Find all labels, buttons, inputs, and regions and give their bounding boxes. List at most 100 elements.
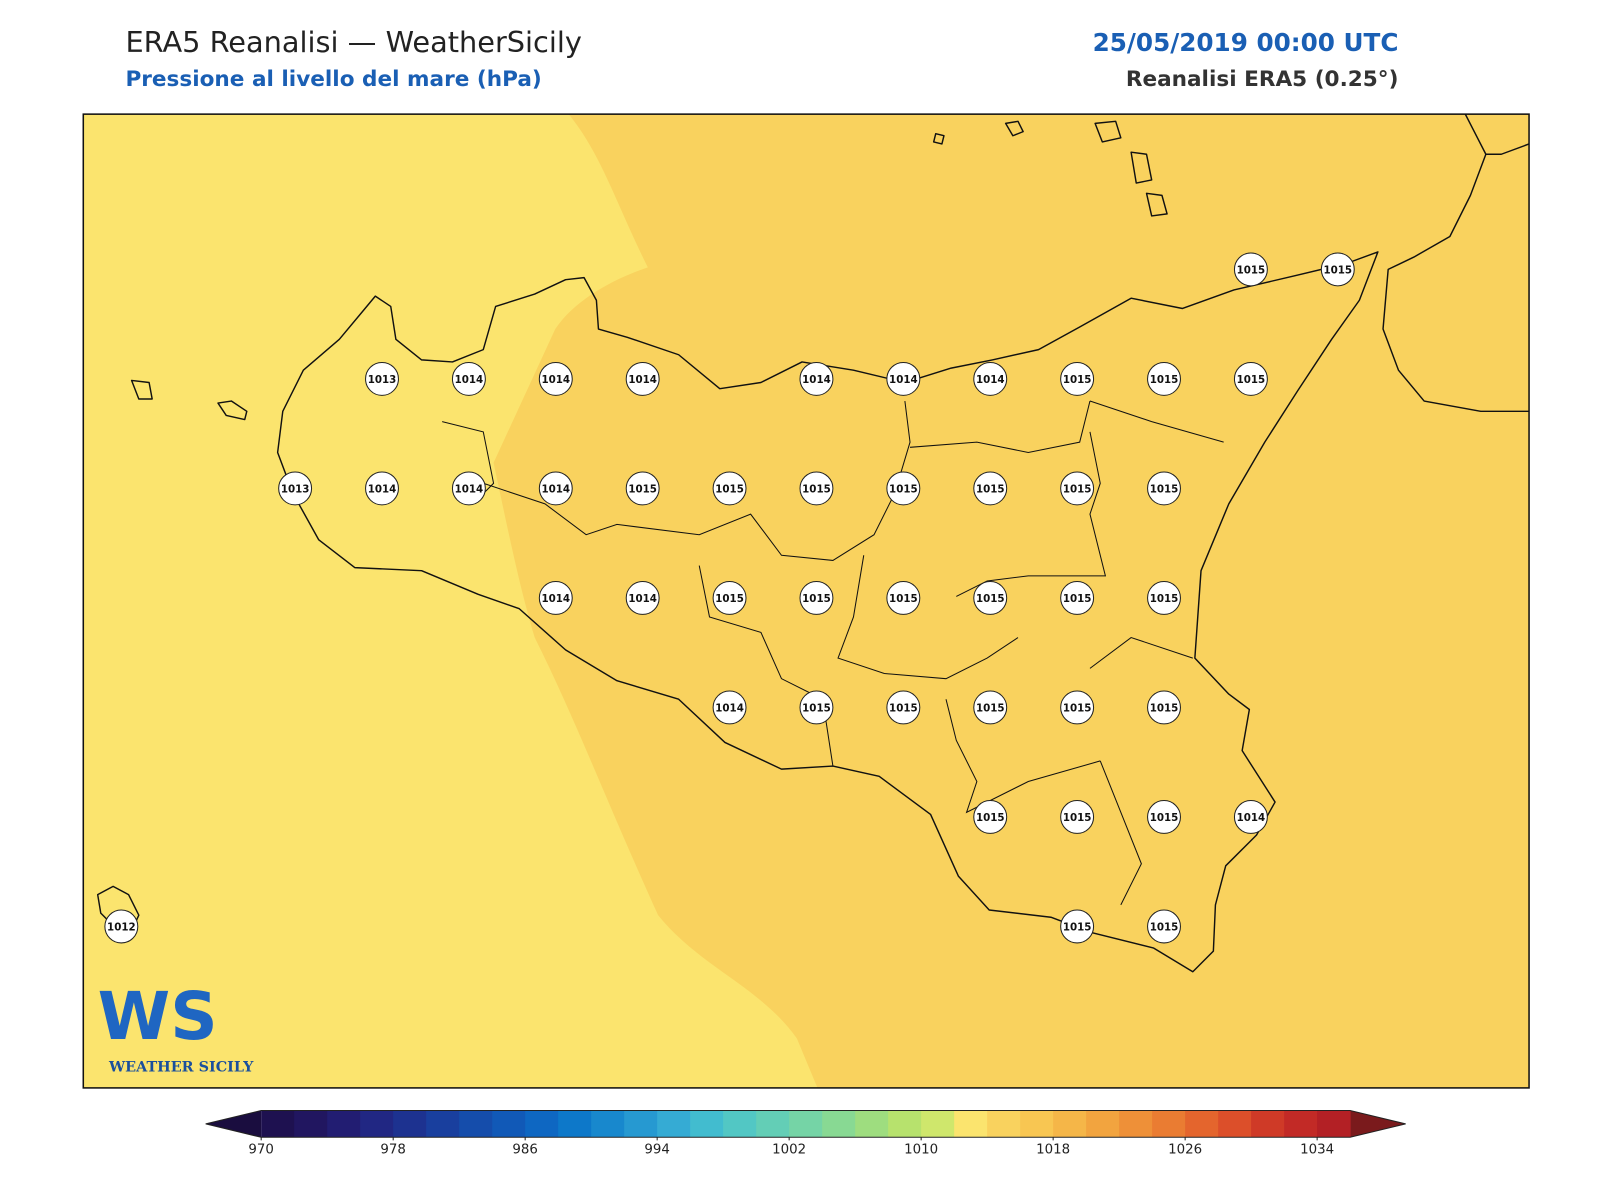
station-marker: [104, 909, 139, 944]
colorbar-segment: [624, 1110, 658, 1138]
station-value: 1015: [1150, 812, 1179, 824]
source: Reanalisi ERA5 (0.25°): [1126, 67, 1399, 92]
station-marker: [1233, 800, 1268, 834]
coastline: [1382, 113, 1530, 413]
station-value: 1014: [541, 483, 570, 495]
station-marker: [973, 690, 1008, 725]
colorbar-tick-label: 1002: [772, 1143, 806, 1158]
station-marker: [278, 471, 313, 506]
logo: WS WEATHER SICILY: [98, 978, 254, 1075]
station-marker: [1147, 361, 1181, 396]
colorbar-segment: [294, 1110, 328, 1138]
station-value: 1014: [541, 593, 570, 605]
station-value: 1014: [715, 702, 744, 714]
station-value: 1014: [368, 483, 397, 495]
station-marker: [365, 471, 399, 506]
colorbar-segment: [1152, 1110, 1186, 1138]
station-marker: [886, 361, 921, 396]
station-value: 1014: [628, 593, 657, 605]
station-marker: [538, 361, 573, 396]
station-marker: [1060, 800, 1095, 834]
station-value: 1015: [802, 593, 831, 605]
logo-mark: WS: [98, 978, 218, 1055]
colorbar-tick-label: 1034: [1300, 1143, 1334, 1158]
map-frame: [82, 113, 1530, 1089]
colorbar-over: [1350, 1110, 1406, 1138]
station-value: 1014: [1237, 812, 1266, 824]
colorbar-segment: [426, 1110, 460, 1138]
station-value: 1015: [1150, 483, 1179, 495]
station-marker: [1233, 252, 1268, 287]
station-marker: [365, 361, 399, 396]
colorbar-segment: [888, 1110, 922, 1138]
station-value: 1015: [1324, 264, 1353, 276]
station-marker: [1320, 252, 1355, 287]
subtitle: Pressione al livello del mare (hPa): [125, 67, 541, 92]
station-value: 1015: [976, 812, 1005, 824]
station-marker: [625, 580, 660, 615]
station-marker: [451, 361, 486, 396]
station-value: 1015: [1063, 374, 1092, 386]
logo-name: WEATHER SICILY: [108, 1058, 254, 1075]
colorbar-segment: [591, 1110, 625, 1138]
colorbar-segment: [822, 1110, 856, 1138]
colorbar-segment: [954, 1110, 988, 1138]
colorbar-segment: [459, 1110, 493, 1138]
station-marker: [973, 800, 1008, 834]
colorbar-segment: [756, 1110, 790, 1138]
station-value: 1013: [281, 483, 310, 495]
station-value: 1015: [715, 483, 744, 495]
station-marker: [538, 580, 573, 615]
colorbar-tick-label: 986: [512, 1143, 538, 1158]
station-value: 1015: [802, 702, 831, 714]
colorbar-segment: [789, 1110, 823, 1138]
colorbar-segment: [492, 1110, 526, 1138]
station-value: 1015: [1237, 374, 1266, 386]
station-marker: [799, 580, 834, 615]
station-marker: [973, 361, 1008, 396]
station-value: 1015: [1237, 264, 1266, 276]
station-value: 1015: [1150, 922, 1179, 934]
station-marker: [451, 471, 486, 506]
colorbar-segment: [690, 1110, 724, 1138]
station-value: 1015: [976, 702, 1005, 714]
station-marker: [1147, 471, 1181, 506]
station-value: 1014: [976, 374, 1005, 386]
datetime: 25/05/2019 00:00 UTC: [1093, 28, 1399, 57]
colorbar-segment: [1284, 1110, 1318, 1138]
station-value: 1014: [628, 374, 657, 386]
station-marker: [1147, 800, 1181, 834]
station-marker: [973, 580, 1008, 615]
station-marker: [886, 690, 921, 725]
station-marker: [1147, 690, 1181, 725]
colorbar-tick-label: 970: [248, 1143, 274, 1158]
station-marker: [1147, 580, 1181, 615]
station-value: 1015: [802, 483, 831, 495]
station-value: 1014: [455, 374, 484, 386]
station-value: 1015: [1063, 593, 1092, 605]
station-value: 1015: [1150, 702, 1179, 714]
colorbar-segment: [1251, 1110, 1285, 1138]
station-layer: 1015 1015 1013 1014 1014 1014 1014 1014 1014 1015…: [104, 252, 1355, 944]
colorbar-segment: [1317, 1110, 1351, 1138]
pressure-band: [83, 114, 818, 1088]
colorbar-segment: [327, 1110, 361, 1138]
colorbar-segment: [525, 1110, 559, 1138]
station-marker: [712, 471, 747, 506]
colorbar-outline: [205, 1110, 1406, 1138]
colorbar-tick-label: 1026: [1168, 1143, 1202, 1158]
station-marker: [799, 361, 834, 396]
station-marker: [973, 471, 1008, 506]
colorbar-segment: [1185, 1110, 1219, 1138]
station-marker: [1060, 471, 1095, 506]
colorbar-under: [205, 1110, 262, 1138]
station-value: 1015: [1150, 374, 1179, 386]
colorbar-segment: [1053, 1110, 1087, 1138]
colorbar-segment: [987, 1110, 1021, 1138]
colorbar-tick-label: 1010: [904, 1143, 938, 1158]
station-value: 1015: [628, 483, 657, 495]
station-value: 1015: [889, 483, 918, 495]
station-marker: [1060, 580, 1095, 615]
